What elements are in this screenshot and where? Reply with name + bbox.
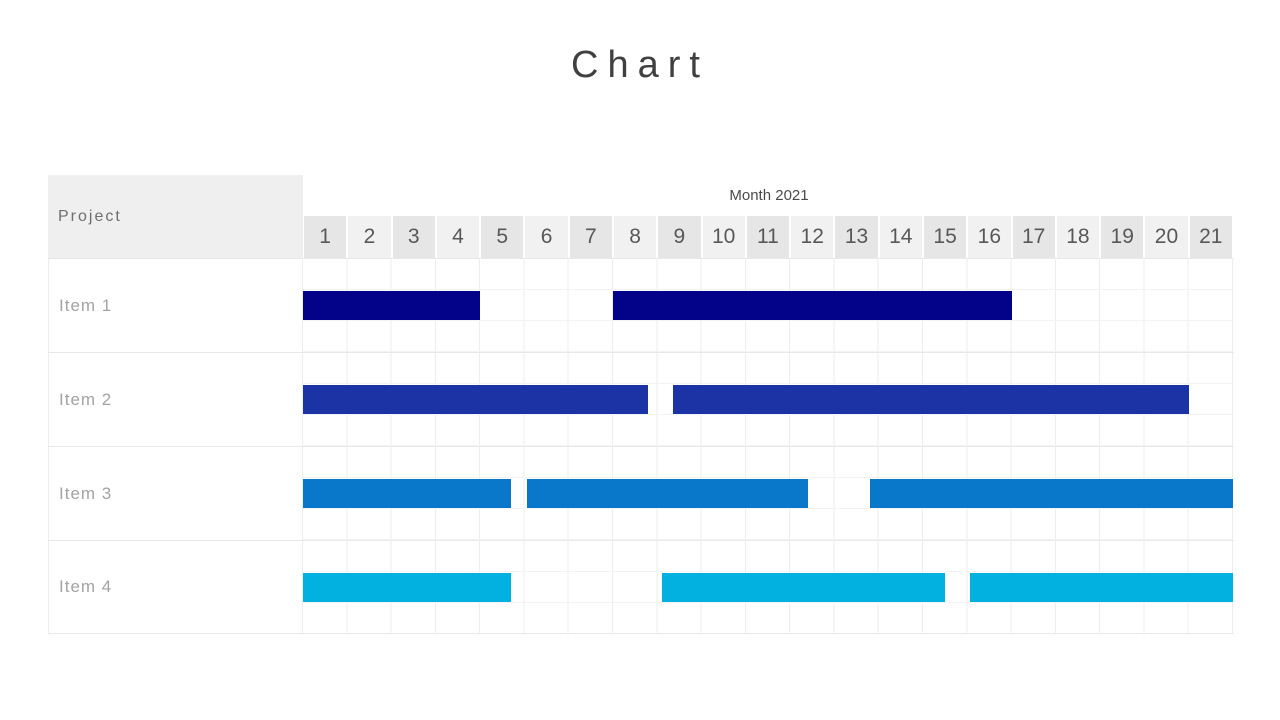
row-timeline [303, 447, 1233, 540]
row-timeline [303, 353, 1233, 446]
gantt-bar [661, 573, 946, 602]
month-tick-14: 14 [879, 216, 924, 258]
month-tick-15: 15 [923, 216, 969, 258]
month-axis-title: Month 2021 [304, 175, 1234, 216]
gantt-bar [303, 573, 512, 602]
gantt-bar [303, 479, 512, 508]
month-tick-16: 16 [968, 216, 1013, 258]
chart-title: Chart [571, 44, 709, 86]
gantt-bar [869, 479, 1233, 508]
gantt-bar [672, 385, 1189, 414]
month-tick-20: 20 [1145, 216, 1190, 258]
gantt-bar [969, 573, 1233, 602]
month-tick-2: 2 [348, 216, 393, 258]
gantt-body: Item 1 Item 2 Item 3 Item 4 [48, 258, 1234, 634]
row-timeline [303, 259, 1233, 352]
row-label: Item 2 [48, 353, 303, 446]
row-timeline [303, 541, 1233, 633]
gantt-bar [303, 385, 649, 414]
project-column-header: Project [48, 175, 303, 258]
row-label: Item 1 [48, 259, 303, 352]
row-label: Item 3 [48, 447, 303, 540]
month-tick-row: 1 2 3 4 5 6 7 8 9 10 11 12 13 14 15 16 17 18 19 20 21 [304, 216, 1234, 258]
month-tick-6: 6 [525, 216, 570, 258]
month-tick-21: 21 [1189, 216, 1234, 258]
gantt-bar [526, 479, 808, 508]
month-tick-11: 11 [746, 216, 792, 258]
gantt-header: Project Month 2021 1 2 3 4 5 6 7 8 9 10 11 12 13 14 15… [48, 175, 1234, 258]
month-tick-1: 1 [304, 216, 349, 258]
month-tick-18: 18 [1056, 216, 1102, 258]
month-tick-17: 17 [1012, 216, 1057, 258]
month-tick-8: 8 [613, 216, 659, 258]
month-tick-5: 5 [481, 216, 526, 258]
month-tick-19: 19 [1101, 216, 1146, 258]
month-tick-3: 3 [392, 216, 437, 258]
row-label: Item 4 [48, 541, 303, 633]
month-tick-13: 13 [835, 216, 880, 258]
month-tick-4: 4 [436, 216, 482, 258]
gantt-row-4: Item 4 [48, 540, 1234, 634]
gantt-row-2: Item 2 [48, 352, 1234, 446]
month-tick-10: 10 [702, 216, 747, 258]
month-tick-7: 7 [569, 216, 614, 258]
gantt-row-3: Item 3 [48, 446, 1234, 540]
gantt-bar [303, 291, 481, 320]
gantt-bar [612, 291, 1012, 320]
month-header-group: Month 2021 1 2 3 4 5 6 7 8 9 10 11 12 13 14 15 16 17 18 19… [304, 175, 1234, 258]
month-tick-12: 12 [791, 216, 836, 258]
gantt-table: Project Month 2021 1 2 3 4 5 6 7 8 9 10 11 12 13 14 15… [48, 175, 1234, 634]
month-tick-9: 9 [658, 216, 703, 258]
gantt-row-1: Item 1 [48, 258, 1234, 352]
